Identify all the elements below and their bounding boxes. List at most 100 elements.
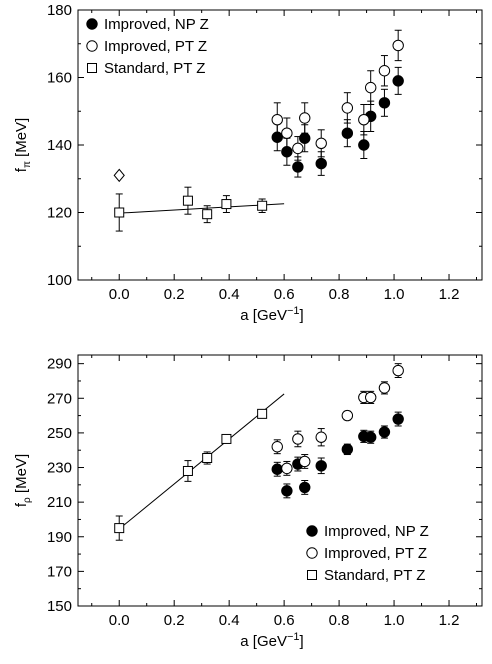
x-tick-label: 1.2 — [439, 612, 460, 629]
data-point-filled-circle — [281, 485, 293, 497]
x-axis-label: a [GeV−1] — [240, 305, 303, 324]
y-axis-label: fρ [MeV] — [13, 454, 33, 507]
data-point-open-square — [87, 63, 97, 73]
y-tick-label: 250 — [47, 425, 72, 442]
data-point-open-circle — [271, 441, 283, 453]
data-point-filled-circle — [271, 463, 283, 475]
data-point-open-circle — [358, 113, 370, 126]
data-point-open-circle — [299, 112, 311, 124]
series-3 — [113, 168, 125, 183]
y-tick-label: 140 — [47, 137, 72, 154]
data-point-open-square — [114, 523, 125, 534]
data-point-open-circle — [86, 40, 98, 52]
data-point-open-circle — [271, 113, 283, 126]
fit-line — [119, 203, 285, 214]
legend-label: Improved, PT Z — [104, 38, 207, 55]
panel-f-pi: 0.0 0.2 0.4 0.6 0.8 1.0 1.2 100 120 140 160 180 a [G… — [13, 2, 483, 324]
legend-label: Improved, NP Z — [104, 16, 209, 33]
data-point-filled-circle — [315, 157, 327, 170]
x-axis-label-main: a [GeV — [240, 633, 287, 650]
y-tick-label: 160 — [47, 70, 72, 87]
data-point-open-circle — [378, 65, 391, 77]
data-point-filled-circle — [315, 460, 327, 472]
x-tick-label: 0.0 — [109, 286, 130, 303]
data-point-open-circle — [364, 81, 377, 94]
x-tick-label: 0.2 — [164, 612, 185, 629]
data-point-open-circle — [341, 409, 354, 422]
x-axis-label-main: a [GeV — [240, 307, 287, 324]
data-point-filled-circle — [299, 132, 311, 144]
y-tick-label: 210 — [47, 494, 72, 511]
y-tick-label: 150 — [47, 598, 72, 615]
y-axis-label-sub: π — [22, 161, 33, 168]
data-point-open-square — [221, 199, 232, 210]
series-2 — [114, 408, 268, 541]
data-point-open-square — [182, 465, 193, 476]
data-point-filled-circle — [341, 127, 354, 139]
y-tick-label: 190 — [47, 529, 72, 546]
x-axis-label-end: ] — [300, 633, 304, 650]
series-1 — [271, 363, 404, 476]
legend-label: Standard, PT Z — [324, 567, 425, 584]
data-point-open-square — [221, 433, 232, 444]
data-point-filled-circle — [292, 161, 304, 173]
x-tick-label: 0.4 — [219, 286, 240, 303]
data-point-filled-circle — [392, 413, 404, 425]
fit-line — [118, 393, 285, 530]
data-point-open-square — [202, 452, 213, 463]
x-axis-label-end: ] — [300, 307, 304, 324]
data-point-open-circle — [292, 433, 304, 445]
x-axis-label: a [GeV−1] — [240, 631, 303, 650]
data-point-open-diamond — [113, 168, 125, 183]
data-point-open-circle — [364, 391, 377, 404]
legend-label: Improved, PT Z — [324, 545, 427, 562]
data-point-filled-circle — [341, 443, 354, 456]
data-point-open-circle — [281, 462, 293, 475]
series-1 — [271, 29, 404, 161]
x-tick-label: 0.6 — [274, 286, 295, 303]
x-tick-label: 0.8 — [329, 286, 350, 303]
legend-label: Improved, NP Z — [324, 523, 429, 540]
y-tick-label: 180 — [47, 2, 72, 19]
y-axis-label: fπ [MeV] — [13, 118, 33, 172]
data-point-open-square — [182, 195, 193, 206]
data-point-filled-circle — [378, 426, 391, 438]
data-point-open-square — [202, 209, 213, 220]
y-axis-label-unit: [MeV] — [13, 454, 30, 497]
data-point-filled-circle — [378, 97, 391, 109]
y-tick-label: 230 — [47, 460, 72, 477]
data-point-filled-circle — [392, 75, 404, 87]
x-tick-label: 0.0 — [109, 612, 130, 629]
data-point-filled-circle — [299, 481, 311, 494]
y-axis-label-sub: ρ — [22, 497, 33, 503]
data-point-open-circle — [392, 39, 404, 52]
x-tick-label: 0.4 — [219, 612, 240, 629]
data-point-filled-circle — [86, 18, 98, 30]
legend: Improved, NP Z Improved, PT Z Standard, PT… — [306, 523, 429, 584]
x-axis-label-sup: −1 — [287, 305, 300, 317]
x-tick-label: 1.0 — [384, 286, 405, 303]
data-point-open-circle — [306, 547, 318, 559]
panel-f-rho: 0.0 0.2 0.4 0.6 0.8 1.0 1.2 150 170 190 210 230 250 2… — [13, 354, 483, 650]
x-tick-label: 0.2 — [164, 286, 185, 303]
data-point-filled-circle — [364, 431, 377, 443]
data-point-open-circle — [281, 127, 293, 139]
legend: Improved, NP Z Improved, PT Z Standard, PT… — [86, 16, 209, 77]
data-point-open-circle — [392, 364, 404, 377]
series-0 — [271, 411, 404, 499]
data-point-open-circle — [378, 382, 391, 394]
y-axis-label-unit: [MeV] — [13, 118, 30, 161]
data-point-open-square — [257, 200, 268, 211]
data-point-open-square — [307, 570, 317, 580]
x-tick-label: 1.2 — [439, 286, 460, 303]
y-tick-label: 100 — [47, 272, 72, 289]
data-point-open-square — [114, 207, 125, 218]
y-tick-label: 270 — [47, 390, 72, 407]
x-tick-label: 1.0 — [384, 612, 405, 629]
data-point-open-circle — [299, 455, 311, 468]
y-tick-label: 290 — [47, 356, 72, 373]
data-point-filled-circle — [358, 139, 370, 151]
series-0 — [271, 66, 404, 178]
data-point-filled-circle — [306, 525, 318, 537]
x-axis-label-sup: −1 — [287, 631, 300, 643]
